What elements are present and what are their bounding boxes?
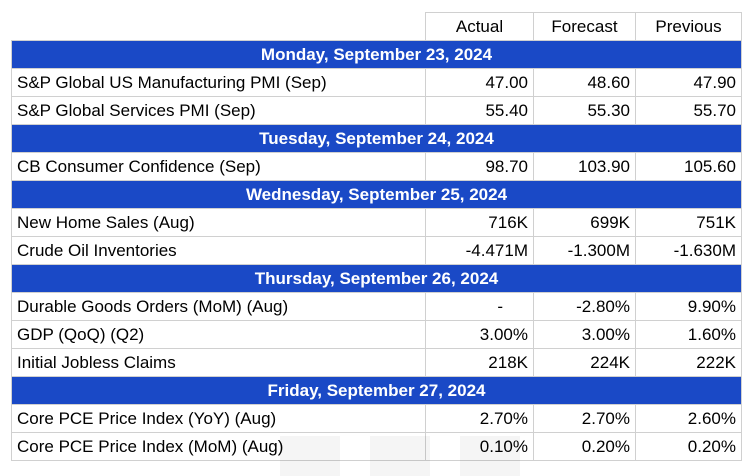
table-row: Durable Goods Orders (MoM) (Aug) - -2.80…	[11, 292, 742, 321]
event-actual: 98.70	[425, 152, 534, 181]
day-header-row: Thursday, September 26, 2024	[11, 264, 742, 293]
day-header-row: Wednesday, September 25, 2024	[11, 180, 742, 209]
event-previous: 1.60%	[635, 320, 742, 349]
event-actual: -	[425, 292, 534, 321]
event-actual: 716K	[425, 208, 534, 237]
event-previous: 2.60%	[635, 404, 742, 433]
event-forecast: 0.20%	[533, 432, 636, 461]
event-name: S&P Global Services PMI (Sep)	[11, 96, 426, 125]
table-row: Core PCE Price Index (MoM) (Aug) 0.10% 0…	[11, 432, 742, 461]
table-row: Initial Jobless Claims 218K 224K 222K	[11, 348, 742, 377]
day-date: Tuesday, September 24, 2024	[11, 124, 742, 153]
event-previous: 751K	[635, 208, 742, 237]
column-header-previous: Previous	[635, 12, 742, 41]
table-row: S&P Global Services PMI (Sep) 55.40 55.3…	[11, 96, 742, 125]
event-previous: 9.90%	[635, 292, 742, 321]
event-name: Core PCE Price Index (YoY) (Aug)	[11, 404, 426, 433]
event-actual: -4.471M	[425, 236, 534, 265]
event-previous: 0.20%	[635, 432, 742, 461]
day-header-row: Tuesday, September 24, 2024	[11, 124, 742, 153]
table-row: S&P Global US Manufacturing PMI (Sep) 47…	[11, 68, 742, 97]
event-previous: 47.90	[635, 68, 742, 97]
table-row: New Home Sales (Aug) 716K 699K 751K	[11, 208, 742, 237]
event-name: New Home Sales (Aug)	[11, 208, 426, 237]
event-name: S&P Global US Manufacturing PMI (Sep)	[11, 68, 426, 97]
event-previous: 105.60	[635, 152, 742, 181]
event-forecast: 699K	[533, 208, 636, 237]
event-previous: 55.70	[635, 96, 742, 125]
event-name: Core PCE Price Index (MoM) (Aug)	[11, 432, 426, 461]
day-date: Friday, September 27, 2024	[11, 376, 742, 405]
event-actual: 2.70%	[425, 404, 534, 433]
event-forecast: 103.90	[533, 152, 636, 181]
event-forecast: 48.60	[533, 68, 636, 97]
day-date: Thursday, September 26, 2024	[11, 264, 742, 293]
event-name: GDP (QoQ) (Q2)	[11, 320, 426, 349]
event-actual: 3.00%	[425, 320, 534, 349]
table-row: Crude Oil Inventories -4.471M -1.300M -1…	[11, 236, 742, 265]
economic-calendar-table: Actual Forecast Previous Monday, Septemb…	[11, 12, 742, 461]
table-row: CB Consumer Confidence (Sep) 98.70 103.9…	[11, 152, 742, 181]
column-header-event	[11, 12, 426, 41]
event-actual: 0.10%	[425, 432, 534, 461]
event-name: CB Consumer Confidence (Sep)	[11, 152, 426, 181]
column-header-forecast: Forecast	[533, 12, 636, 41]
event-name: Durable Goods Orders (MoM) (Aug)	[11, 292, 426, 321]
event-name: Initial Jobless Claims	[11, 348, 426, 377]
column-header-actual: Actual	[425, 12, 534, 41]
event-actual: 218K	[425, 348, 534, 377]
table-row: GDP (QoQ) (Q2) 3.00% 3.00% 1.60%	[11, 320, 742, 349]
event-forecast: 224K	[533, 348, 636, 377]
day-header-row: Friday, September 27, 2024	[11, 376, 742, 405]
event-previous: -1.630M	[635, 236, 742, 265]
event-forecast: 2.70%	[533, 404, 636, 433]
event-name: Crude Oil Inventories	[11, 236, 426, 265]
event-forecast: -1.300M	[533, 236, 636, 265]
event-actual: 47.00	[425, 68, 534, 97]
day-date: Monday, September 23, 2024	[11, 40, 742, 69]
day-date: Wednesday, September 25, 2024	[11, 180, 742, 209]
table-row: Core PCE Price Index (YoY) (Aug) 2.70% 2…	[11, 404, 742, 433]
event-previous: 222K	[635, 348, 742, 377]
event-forecast: 55.30	[533, 96, 636, 125]
column-header-row: Actual Forecast Previous	[11, 12, 742, 41]
event-actual: 55.40	[425, 96, 534, 125]
event-forecast: 3.00%	[533, 320, 636, 349]
day-header-row: Monday, September 23, 2024	[11, 40, 742, 69]
event-forecast: -2.80%	[533, 292, 636, 321]
